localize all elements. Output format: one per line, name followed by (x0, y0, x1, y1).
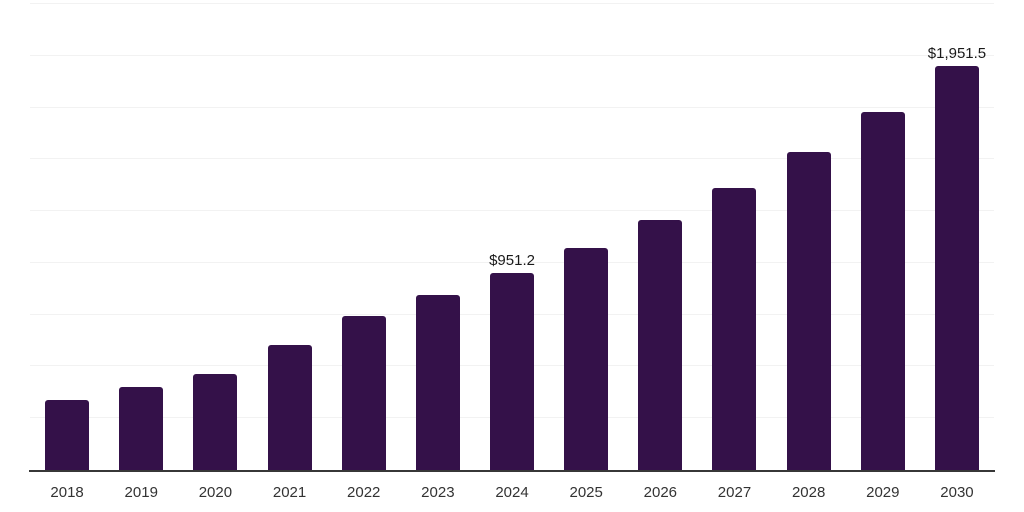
bar-slot (623, 4, 697, 470)
bar-slot: $951.2 (475, 4, 549, 470)
bar-2026 (638, 219, 683, 470)
x-label-2028: 2028 (791, 484, 826, 501)
x-label-2030: 2030 (940, 484, 974, 501)
x-label-2022: 2022 (347, 484, 381, 501)
bar-slot (252, 4, 326, 470)
bar-slot (772, 4, 846, 470)
x-label-2020: 2020 (198, 484, 233, 501)
gridline (30, 261, 994, 263)
x-label-2025: 2025 (569, 484, 603, 501)
bar-2021 (267, 345, 312, 470)
x-axis-line (29, 470, 995, 472)
x-label-2027: 2027 (717, 484, 752, 501)
bar-slot (846, 4, 920, 470)
x-label-2023: 2023 (421, 484, 455, 501)
bar-slot (401, 4, 475, 470)
bar-2030: $1,951.5 (928, 45, 986, 470)
x-label-2024: 2024 (495, 484, 529, 501)
gridline (30, 210, 994, 212)
plot-area: $951.2 $1,951.5 (30, 3, 994, 470)
bar-2029 (860, 111, 905, 470)
bar-slot: $1,951.5 (920, 4, 994, 470)
bar-slot (104, 4, 178, 470)
gridline (30, 54, 994, 56)
x-label-2026: 2026 (643, 484, 678, 501)
x-label-2021: 2021 (272, 484, 307, 501)
x-label-2019: 2019 (124, 484, 158, 501)
bar-slot (697, 4, 771, 470)
gridline (30, 158, 994, 160)
x-axis-labels: 2018 2019 2020 2021 2022 2023 2024 2025 2026 2027… (30, 484, 994, 502)
bar-2018 (45, 399, 90, 470)
data-label-2030: $1,951.5 (927, 44, 987, 62)
gridline (30, 3, 994, 4)
bar-slot (327, 4, 401, 470)
bar-2023 (415, 294, 460, 470)
x-label-2029: 2029 (866, 484, 900, 501)
x-label-2018: 2018 (50, 484, 84, 501)
bar-2028 (786, 151, 831, 470)
bar-slot (549, 4, 623, 470)
bar-slot (178, 4, 252, 470)
bar-2020 (193, 373, 238, 470)
bar-2024: $951.2 (489, 252, 535, 470)
bar-2019 (119, 387, 164, 470)
bars-row: $951.2 $1,951.5 (30, 4, 994, 470)
data-label-2024: $951.2 (489, 252, 535, 269)
bar-slot (30, 4, 104, 470)
bar-2022 (341, 315, 386, 470)
bar-2025 (564, 247, 609, 470)
bar-2027 (712, 187, 757, 470)
gridline (30, 106, 994, 108)
